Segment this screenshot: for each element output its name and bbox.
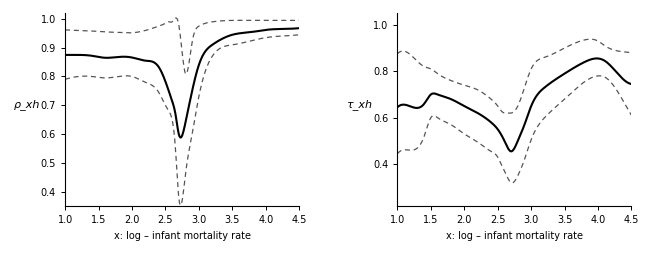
X-axis label: x: log – infant mortality rate: x: log – infant mortality rate xyxy=(446,230,583,241)
Y-axis label: τ_xh: τ_xh xyxy=(346,99,372,110)
Y-axis label: ρ_xh: ρ_xh xyxy=(14,99,40,110)
X-axis label: x: log – infant mortality rate: x: log – infant mortality rate xyxy=(114,230,251,241)
